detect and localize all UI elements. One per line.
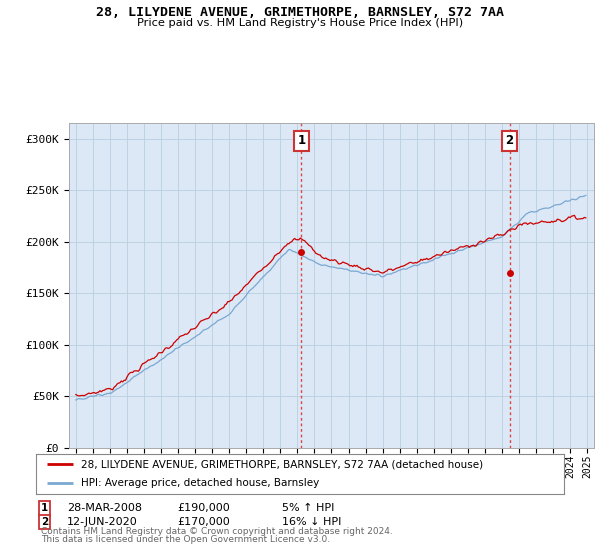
Text: £170,000: £170,000 [177,517,230,527]
Text: This data is licensed under the Open Government Licence v3.0.: This data is licensed under the Open Gov… [41,535,330,544]
Text: 2: 2 [506,134,514,147]
Text: 5% ↑ HPI: 5% ↑ HPI [282,503,334,514]
Text: 16% ↓ HPI: 16% ↓ HPI [282,517,341,527]
Text: 2: 2 [41,517,48,527]
Text: 1: 1 [297,134,305,147]
Text: £190,000: £190,000 [177,503,230,514]
Text: HPI: Average price, detached house, Barnsley: HPI: Average price, detached house, Barn… [81,478,319,488]
Text: 28, LILYDENE AVENUE, GRIMETHORPE, BARNSLEY, S72 7AA: 28, LILYDENE AVENUE, GRIMETHORPE, BARNSL… [96,6,504,18]
Text: 28, LILYDENE AVENUE, GRIMETHORPE, BARNSLEY, S72 7AA (detached house): 28, LILYDENE AVENUE, GRIMETHORPE, BARNSL… [81,460,483,469]
Text: 12-JUN-2020: 12-JUN-2020 [67,517,138,527]
Text: Price paid vs. HM Land Registry's House Price Index (HPI): Price paid vs. HM Land Registry's House … [137,18,463,28]
Text: 1: 1 [41,503,48,514]
Text: Contains HM Land Registry data © Crown copyright and database right 2024.: Contains HM Land Registry data © Crown c… [41,527,392,536]
Text: 28-MAR-2008: 28-MAR-2008 [67,503,142,514]
